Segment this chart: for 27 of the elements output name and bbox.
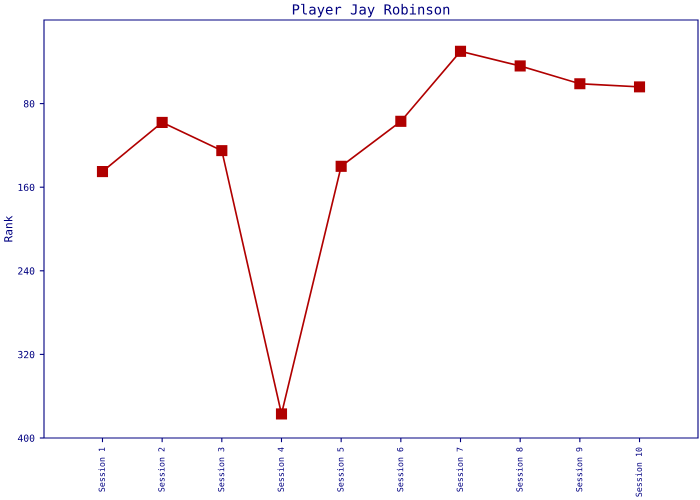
- x-tick-label: Session 3: [218, 448, 224, 492]
- y-tick-label: 160: [18, 184, 34, 192]
- y-tick-label: 320: [18, 350, 34, 358]
- point: [395, 116, 406, 127]
- point: [574, 78, 586, 90]
- point: [156, 116, 168, 128]
- x-tick-label: Session 4: [277, 447, 284, 492]
- y-tick-label: 400: [18, 434, 34, 442]
- point: [276, 408, 288, 420]
- point: [336, 160, 347, 172]
- y-axis-title: Rank: [4, 216, 12, 242]
- x-tick-label: Session 1: [98, 448, 105, 492]
- x-tick-label: Session 5: [337, 448, 344, 492]
- y-tick-label: 80: [24, 100, 34, 108]
- x-tick-label: Session 7: [456, 448, 463, 492]
- x-tick-label: Session 9: [576, 448, 582, 492]
- x-tick-label: Session 8: [516, 448, 523, 492]
- x-tick-label: Session 2: [158, 448, 165, 492]
- point: [216, 145, 228, 156]
- point: [96, 166, 108, 178]
- point: [634, 81, 646, 92]
- chart-title: Player Jay Robinson: [292, 4, 450, 18]
- point: [454, 46, 466, 57]
- point: [514, 60, 526, 72]
- x-tick-label: Session 6: [396, 448, 404, 492]
- y-tick-label: 240: [18, 267, 34, 275]
- x-tick-label: Session 10: [636, 448, 642, 497]
